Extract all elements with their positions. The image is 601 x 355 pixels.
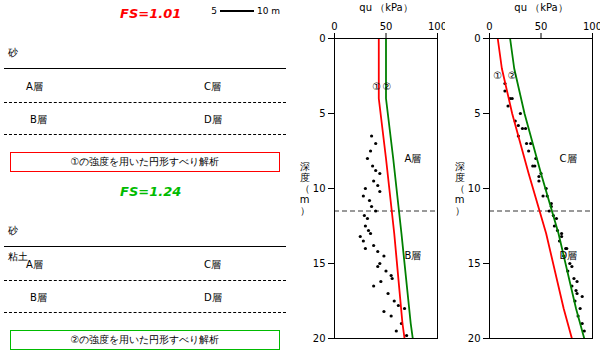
svg-text:②: ② — [383, 81, 392, 92]
svg-text:50: 50 — [380, 21, 393, 32]
html-text:10 m: 10 m — [256, 6, 280, 16]
svg-text:20: 20 — [313, 333, 326, 344]
svg-text:10: 10 — [313, 183, 326, 194]
html-text:粘土: 粘土 — [8, 251, 28, 262]
html-text:5: 5 — [211, 6, 217, 16]
svg-text:B層: B層 — [405, 250, 422, 261]
html-text:①の強度を用いた円形すべり解析: ①の強度を用いた円形すべり解析 — [70, 156, 220, 167]
svg-text:20: 20 — [468, 333, 481, 344]
svg-text:深度（m）: 深度（m） — [455, 161, 465, 216]
svg-text:5: 5 — [474, 108, 480, 119]
svg-text:10: 10 — [468, 183, 481, 194]
svg-text:qu （kPa）: qu （kPa） — [359, 2, 412, 13]
html-text:②の強度を用いた円形すべり解析: ②の強度を用いた円形すべり解析 — [70, 334, 220, 345]
svg-text:15: 15 — [313, 258, 326, 269]
svg-text:qu （kPa）: qu （kPa） — [514, 2, 567, 13]
html-text:FS=1.24: FS=1.24 — [120, 184, 182, 199]
html-text:C層: C層 — [204, 259, 221, 270]
svg-text:0: 0 — [319, 33, 325, 44]
svg-text:100: 100 — [583, 21, 600, 32]
svg-text:0: 0 — [474, 33, 480, 44]
html-text:B層: B層 — [30, 292, 47, 303]
svg-text:②: ② — [508, 70, 517, 81]
html-text:D層: D層 — [204, 292, 222, 303]
svg-text:50: 50 — [535, 21, 548, 32]
svg-text:5: 5 — [319, 108, 325, 119]
svg-text:①: ① — [372, 81, 381, 92]
svg-text:A層: A層 — [405, 153, 422, 164]
html-text:砂: 砂 — [8, 225, 18, 236]
svg-text:深度（m）: 深度（m） — [300, 161, 310, 216]
svg-text:0: 0 — [331, 21, 337, 32]
svg-text:D層: D層 — [560, 250, 578, 261]
svg-text:15: 15 — [468, 258, 481, 269]
html-text:D層: D層 — [204, 114, 222, 125]
svg-text:①: ① — [493, 70, 502, 81]
svg-text:C層: C層 — [560, 153, 577, 164]
html-text:A層: A層 — [26, 259, 43, 270]
html-text:FS=1.01: FS=1.01 — [120, 6, 182, 21]
svg-text:0: 0 — [486, 21, 492, 32]
html-text:C層: C層 — [204, 81, 221, 92]
html-text:砂: 砂 — [8, 47, 18, 58]
html-text:A層: A層 — [26, 81, 43, 92]
svg-text:100: 100 — [428, 21, 445, 32]
html-text:B層: B層 — [30, 114, 47, 125]
